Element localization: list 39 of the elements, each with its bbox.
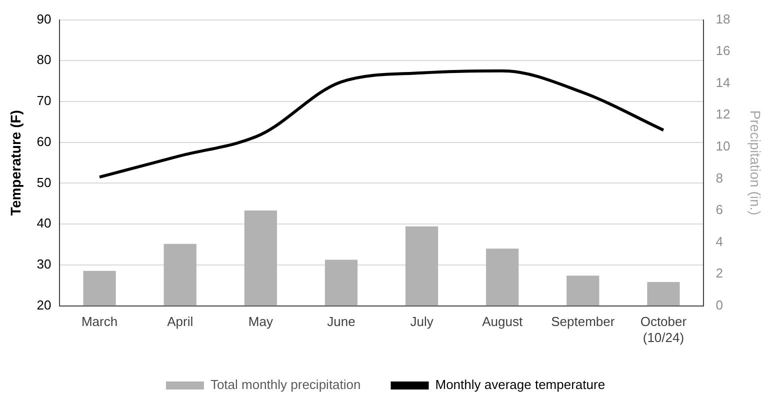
- y2-tick-label: 0: [716, 297, 723, 312]
- bar: [405, 226, 438, 306]
- x-tick-label: October (10/24): [640, 314, 688, 345]
- y2-tick-label: 4: [716, 234, 723, 249]
- bar: [647, 282, 680, 306]
- line-series: [98, 69, 665, 179]
- bar: [83, 270, 116, 306]
- y2-tick-label: 16: [716, 43, 730, 58]
- y-tick-label: 70: [36, 93, 52, 108]
- y2-tick-label: 14: [716, 74, 730, 90]
- y-tick-label: 50: [36, 174, 52, 190]
- y-tick-label: 80: [36, 52, 52, 68]
- y2-tick-label: 12: [716, 106, 730, 122]
- y2-tick-label: 18: [716, 11, 730, 26]
- y-tick-label: 40: [36, 216, 52, 231]
- y2-tick-label: 8: [716, 170, 723, 186]
- y2-axis-title: Precipitation (in.): [748, 110, 764, 216]
- bar: [244, 210, 277, 306]
- x-tick-label: August: [482, 314, 523, 330]
- x-tick-label: June: [327, 314, 356, 330]
- y-tick-label: 30: [36, 256, 52, 272]
- x-tick-label: July: [410, 314, 434, 330]
- y-tick-label: 90: [36, 11, 52, 26]
- bar: [486, 248, 519, 306]
- y2-tick-label: 2: [716, 266, 723, 281]
- y2-tick-label: 6: [716, 202, 723, 218]
- y-axis-title: Temperature (F): [7, 110, 24, 216]
- y-tick-label: 20: [36, 297, 52, 312]
- bar: [324, 260, 358, 306]
- legend-label: Monthly average temperature: [435, 377, 606, 392]
- x-tick-label: May: [248, 314, 274, 330]
- x-tick-label: September: [551, 314, 616, 330]
- bar: [566, 276, 600, 306]
- y2-tick-label: 10: [716, 138, 730, 154]
- x-tick-label: April: [167, 314, 194, 330]
- x-tick-label: March: [81, 314, 118, 330]
- bar: [164, 244, 196, 306]
- legend-label: Total monthly precipitation: [210, 377, 361, 392]
- y-tick-label: 60: [36, 134, 52, 149]
